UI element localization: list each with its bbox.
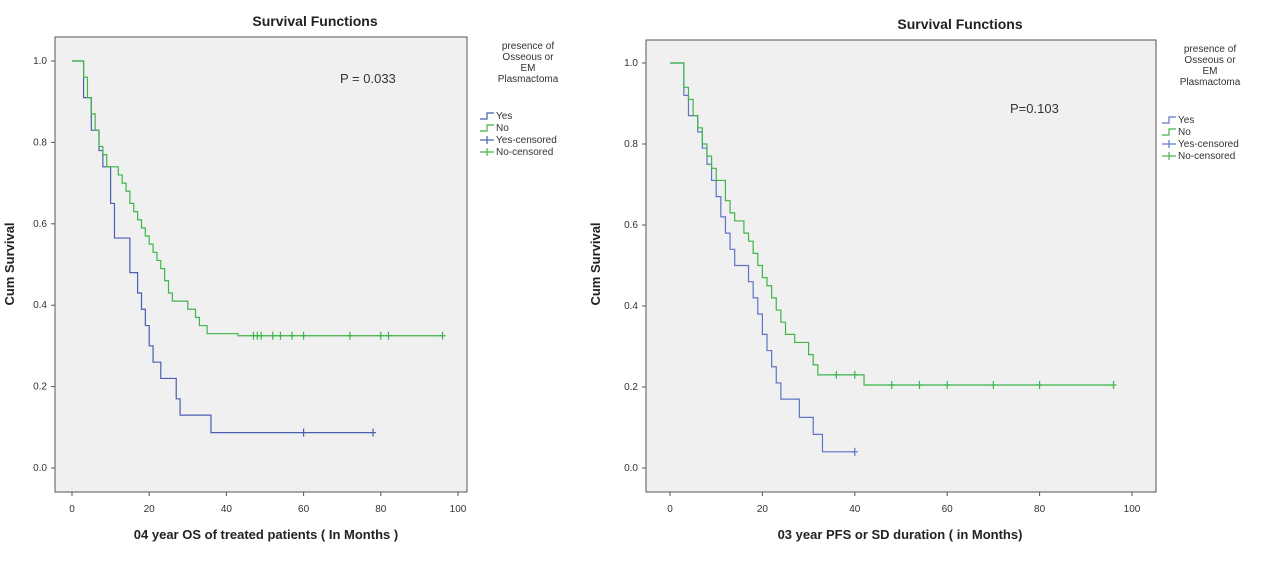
censor-mark-no [833, 370, 840, 379]
series-line-no [670, 62, 1114, 386]
legend-label: No [496, 123, 509, 134]
x-tick-label: 80 [1034, 504, 1046, 515]
y-tick-label: 0.0 [33, 463, 47, 474]
censor-mark-no [385, 331, 392, 340]
x-tick-label: 100 [1124, 504, 1141, 515]
censor-mark-no [277, 331, 284, 340]
series-group [670, 62, 1117, 456]
x-axis-label: 04 year OS of treated patients ( In Mont… [134, 527, 398, 542]
p-value-annotation: P = 0.033 [340, 71, 396, 86]
series-line-no [72, 60, 443, 337]
legend-item: Yes-censored [1162, 139, 1239, 150]
censor-mark-no [300, 331, 307, 340]
legend-title: Plasmactoma [498, 74, 559, 85]
censor-mark-no [851, 370, 858, 379]
x-tick-label: 0 [667, 504, 673, 515]
y-tick-label: 1.0 [624, 58, 638, 69]
legend-item: No [1162, 127, 1191, 138]
y-tick-label: 0.0 [624, 463, 638, 474]
legend-label: Yes-censored [1178, 139, 1239, 150]
legend-title: EM [521, 63, 536, 74]
chart-title: Survival Functions [897, 16, 1022, 32]
x-tick-label: 80 [375, 504, 387, 515]
censor-mark-no [439, 331, 446, 340]
y-tick-label: 0.2 [624, 382, 638, 393]
censor-mark-no [346, 331, 353, 340]
legend-title: presence of [1184, 44, 1236, 55]
y-axis-label: Cum Survival [2, 222, 17, 305]
x-tick-label: 60 [942, 504, 954, 515]
legend-label: Yes [1178, 115, 1194, 126]
legend-item: No-censored [480, 147, 553, 158]
x-tick-label: 20 [757, 504, 769, 515]
p-value-annotation: P=0.103 [1010, 101, 1059, 116]
chart-os: Survival Functions 04 year OS of treated… [2, 13, 559, 542]
legend-title: Plasmactoma [1180, 77, 1241, 88]
censor-mark-yes [851, 447, 858, 456]
plot-area [645, 39, 1157, 493]
legend-label: No-censored [496, 147, 553, 158]
y-tick-label: 0.4 [624, 301, 638, 312]
censor-mark-no [1036, 380, 1043, 389]
x-tick-label: 60 [298, 504, 310, 515]
y-tick-label: 0.8 [33, 137, 47, 148]
x-tick-label: 40 [849, 504, 861, 515]
legend-item: Yes-censored [480, 135, 557, 146]
x-tick-label: 100 [450, 504, 467, 515]
legend-item: Yes [1162, 115, 1194, 126]
censor-mark-yes [300, 428, 307, 437]
legend-title: presence of [502, 41, 554, 52]
x-tick-label: 40 [221, 504, 233, 515]
y-tick-label: 0.8 [624, 139, 638, 150]
y-tick-label: 0.6 [624, 220, 638, 231]
legend-label: No [1178, 127, 1191, 138]
y-tick-label: 0.4 [33, 300, 47, 311]
chart-pfs: Survival Functions 03 year PFS or SD dur… [588, 16, 1241, 542]
y-tick-label: 0.2 [33, 382, 47, 393]
censor-mark-yes [370, 428, 377, 437]
legend-title: Osseous or [1184, 55, 1236, 66]
series-group [72, 60, 446, 437]
legend-label: Yes [496, 111, 512, 122]
censor-mark-no [289, 331, 296, 340]
tick-group: 0 20 40 60 80 100 0.0 0.2 0.4 0.6 0.8 1.0 [624, 58, 1141, 515]
censor-mark-no [888, 380, 895, 389]
x-tick-label: 20 [144, 504, 156, 515]
legend-label: No-censored [1178, 151, 1235, 162]
legend-title: EM [1203, 66, 1218, 77]
x-axis-label: 03 year PFS or SD duration ( in Months) [778, 527, 1023, 542]
censor-mark-no [990, 380, 997, 389]
legend-item: No [480, 123, 509, 134]
y-axis-label: Cum Survival [588, 222, 603, 305]
censor-mark-no [377, 331, 384, 340]
censor-mark-no [258, 331, 265, 340]
censor-mark-no [269, 331, 276, 340]
legend-title: Osseous or [502, 52, 554, 63]
legend-item: Yes [480, 111, 512, 122]
legend-label: Yes-censored [496, 135, 557, 146]
y-tick-label: 1.0 [33, 56, 47, 67]
censor-mark-no [916, 380, 923, 389]
plot-area [54, 36, 468, 493]
censor-mark-no [944, 380, 951, 389]
y-tick-label: 0.6 [33, 219, 47, 230]
x-tick-label: 0 [69, 504, 75, 515]
chart-title: Survival Functions [252, 13, 377, 29]
censor-mark-no [1110, 380, 1117, 389]
legend-item: No-censored [1162, 151, 1235, 162]
tick-group: 0 20 40 60 80 100 0.0 0.2 0.4 0.6 0.8 1.0 [33, 56, 467, 515]
